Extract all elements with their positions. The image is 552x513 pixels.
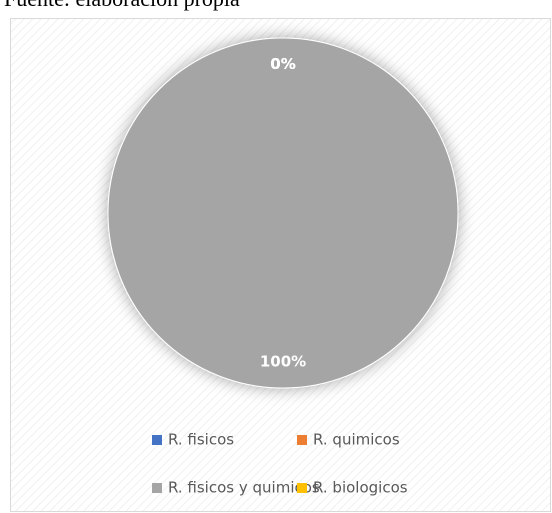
legend-label: R. fisicos y quimicos bbox=[168, 479, 320, 497]
legend-label: R. fisicos bbox=[168, 431, 234, 449]
data-label: 0% bbox=[270, 55, 295, 73]
note: Fuente: elaboración propia bbox=[4, 0, 240, 11]
data-label: 100% bbox=[260, 352, 306, 370]
legend-swatch bbox=[297, 483, 307, 493]
legend-label: R. biologicos bbox=[313, 479, 408, 497]
legend-swatch bbox=[297, 435, 307, 445]
pie-slice bbox=[107, 37, 459, 389]
legend-swatch bbox=[152, 435, 162, 445]
pie bbox=[107, 37, 459, 389]
data-label: 0% bbox=[270, 55, 295, 73]
data-label: 0% bbox=[270, 55, 295, 73]
legend-swatch bbox=[152, 483, 162, 493]
legend-label: R. quimicos bbox=[313, 431, 400, 449]
